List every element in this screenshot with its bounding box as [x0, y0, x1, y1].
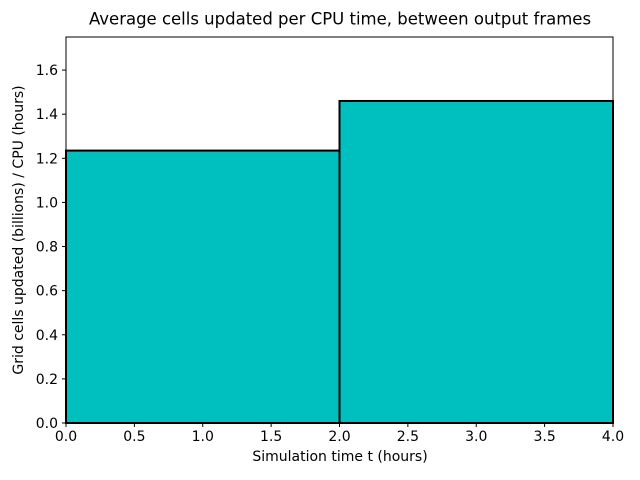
y-tick-label: 0.8: [36, 240, 58, 256]
bar: [338, 99, 614, 424]
chart-title: Average cells updated per CPU time, betw…: [88, 9, 592, 29]
x-tick-label: 2.0: [328, 429, 350, 445]
y-tick-label: 0.4: [36, 328, 58, 344]
y-tick-label: 1.0: [36, 195, 58, 211]
x-tick-label: 0.0: [55, 429, 77, 445]
y-tick-label: 1.4: [36, 107, 58, 123]
x-tick-label: 1.0: [192, 429, 214, 445]
x-tick-label: 2.5: [397, 429, 419, 445]
y-tick-label: 0.2: [36, 372, 58, 388]
bar: [65, 149, 341, 424]
x-axis-label: Simulation time t (hours): [252, 449, 428, 465]
y-tick-label: 0.0: [36, 416, 58, 432]
x-tick-label: 3.5: [533, 429, 555, 445]
x-tick-label: 3.0: [465, 429, 487, 445]
x-tick-label: 1.5: [260, 429, 282, 445]
y-tick-label: 1.6: [36, 63, 58, 79]
y-tick-label: 0.6: [36, 284, 58, 300]
x-tick-label: 4.0: [602, 429, 624, 445]
x-tick-label: 0.5: [123, 429, 145, 445]
y-axis-label: Grid cells updated (billions) / CPU (hou…: [11, 85, 27, 375]
y-tick-label: 1.2: [36, 151, 58, 167]
